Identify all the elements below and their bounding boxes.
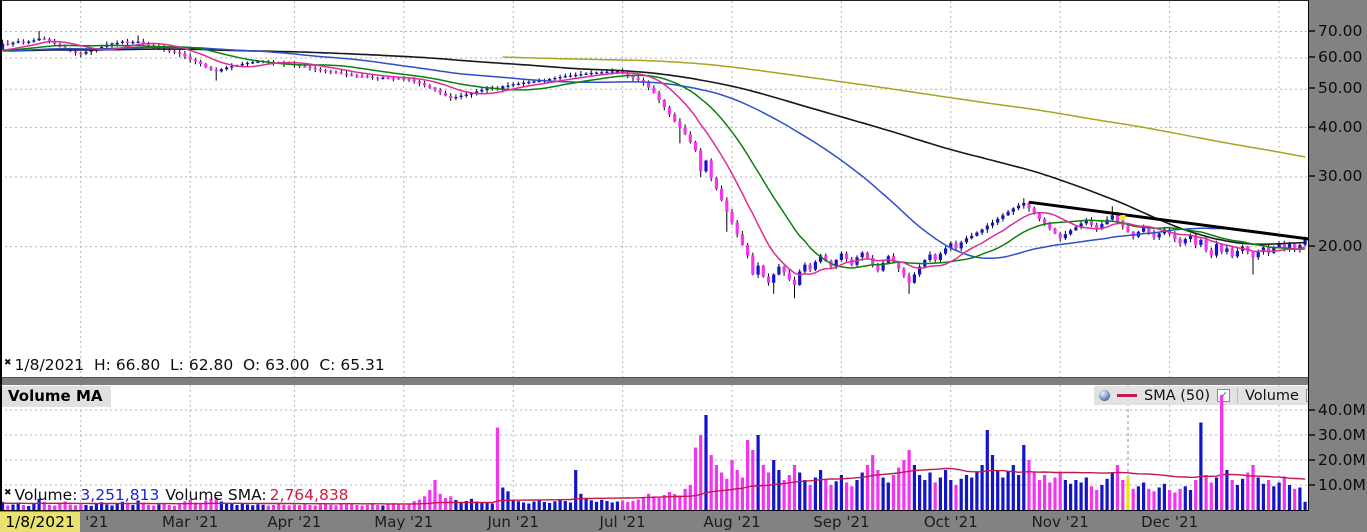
month-label: May '21	[374, 513, 434, 531]
price-axis-label: 60.00	[1318, 48, 1363, 66]
price-axis-label-tick	[1309, 244, 1315, 247]
panel-splitter-handle[interactable]	[0, 377, 1367, 385]
month-label: Sep '21	[813, 513, 870, 531]
study-globe-icon[interactable]	[1099, 390, 1110, 401]
volume-axis-label: 20.0M	[1318, 451, 1366, 469]
highlight-marker	[1120, 215, 1126, 220]
price-axis-label-tick	[1309, 87, 1315, 90]
volume-axis-label: 40.0M	[1318, 401, 1366, 419]
month-label: Mar '21	[162, 513, 219, 531]
price-axis-label-tick	[1309, 175, 1315, 177]
volume-panel: Volume MA SMA (50) ✓ Volume ✓ ✖ Volume: …	[0, 385, 1308, 511]
price-axis-label: 40.00	[1318, 117, 1363, 136]
price-axis-label: 70.00	[1318, 21, 1363, 40]
month-label: '21	[85, 513, 109, 531]
volume-axis-label: 30.0M	[1318, 426, 1366, 444]
month-label: Dec '21	[1141, 513, 1199, 531]
legend-volume-label: Volume	[1245, 387, 1299, 404]
price-axis-label-tick	[1309, 29, 1315, 32]
volume-sma-readout-value: 2,764,838	[269, 486, 349, 504]
legend-sma-label: SMA (50)	[1144, 387, 1211, 404]
sma-200-line[interactable]	[502, 56, 1306, 158]
sma-visibility-checkbox[interactable]: ✓	[1217, 389, 1231, 402]
price-axis-label: 30.00	[1318, 167, 1363, 185]
close-price-study-icon[interactable]: ✖	[4, 358, 12, 368]
ohlc-readout: 1/8/2021 H: 66.80 L: 62.80 O: 63.00 C: 6…	[14, 356, 385, 374]
sma-100-line[interactable]	[2, 48, 1306, 246]
volume-visibility-checkbox[interactable]: ✓	[1305, 389, 1308, 402]
volume-axis-label-tick	[1309, 409, 1315, 411]
sma-line-sample-icon	[1117, 394, 1137, 397]
volume-legend: SMA (50) ✓ Volume ✓	[1094, 386, 1308, 405]
volume-sma-line[interactable]	[2, 467, 1306, 505]
month-label: Jul '21	[599, 513, 646, 531]
legend-divider	[1237, 388, 1239, 403]
candlesticks	[1, 31, 1307, 299]
sma-10-line[interactable]	[2, 40, 1306, 276]
close-volume-study-icon[interactable]: ✖	[4, 488, 12, 498]
volume-axis-label-tick	[1309, 434, 1315, 436]
volume-axis-label: 10.0M	[1318, 476, 1366, 494]
month-label: Apr '21	[267, 513, 322, 531]
sma-20-line[interactable]	[2, 44, 1306, 269]
price-panel: ✖ 1/8/2021 H: 66.80 L: 62.80 O: 63.00 C:…	[0, 0, 1308, 377]
price-axis-label: 20.00	[1318, 236, 1363, 255]
price-status-row: ✖ 1/8/2021 H: 66.80 L: 62.80 O: 63.00 C:…	[4, 356, 385, 374]
volume-readout-label: Volume:	[14, 486, 78, 504]
volume-axis-label-tick	[1309, 484, 1315, 486]
selected-date-chip: 1/8/2021	[0, 512, 80, 532]
price-axis-label-tick	[1309, 56, 1315, 58]
price-axis-label-tick	[1309, 125, 1315, 128]
chart-left-border	[0, 0, 2, 511]
month-label: Jun '21	[487, 513, 539, 531]
volume-bars	[1, 395, 1307, 510]
volume-chart-canvas[interactable]	[0, 385, 1308, 510]
month-label: Nov '21	[1031, 513, 1089, 531]
volume-axis-label-tick	[1309, 459, 1315, 461]
trendline-drawing[interactable]	[1028, 200, 1308, 241]
sma-50-line[interactable]	[2, 46, 1306, 260]
volume-readout-value: 3,251,813	[80, 486, 160, 504]
price-axis-gutter[interactable]: 70.00 60.00 50.00 40.00 30.00 20.00 40.0M 30.0M…	[1308, 0, 1367, 511]
month-label: Aug '21	[703, 513, 761, 531]
volume-sma-readout-label: Volume SMA:	[165, 486, 267, 504]
volume-status-row: ✖ Volume: 3,251,813 Volume SMA: 2,764,83…	[4, 486, 349, 504]
month-label: Oct '21	[923, 513, 978, 531]
date-axis: 1/8/2021 '21 Mar '21 Apr '21 May '21 Jun '21…	[0, 511, 1367, 532]
price-axis-label: 50.00	[1318, 79, 1363, 98]
volume-panel-title: Volume MA	[2, 386, 112, 407]
price-chart-canvas[interactable]	[0, 1, 1308, 377]
